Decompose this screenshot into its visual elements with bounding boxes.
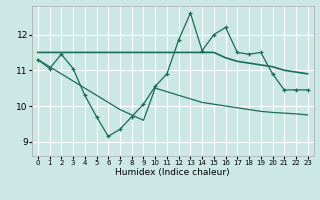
X-axis label: Humidex (Indice chaleur): Humidex (Indice chaleur) [116,168,230,177]
